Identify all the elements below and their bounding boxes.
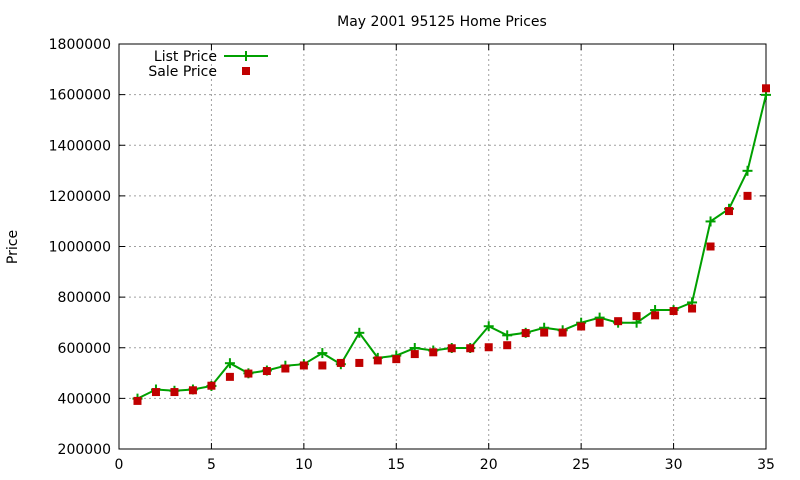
list-price-point xyxy=(742,165,753,176)
x-tick-label: 15 xyxy=(387,457,405,473)
sale-price-point xyxy=(651,311,660,320)
sale-price-point xyxy=(151,388,160,397)
y-tick-label: 400000 xyxy=(58,391,111,407)
series-layer xyxy=(132,84,771,405)
list-price-point xyxy=(502,330,513,341)
sale-price-point xyxy=(466,344,475,353)
x-tick-label: 5 xyxy=(207,457,216,473)
y-tick-label: 1400000 xyxy=(49,138,111,154)
legend-swatch-list-price-marker xyxy=(241,51,251,61)
sale-price-point xyxy=(410,350,419,359)
sale-price-point xyxy=(299,361,308,370)
sale-price-point xyxy=(373,356,382,365)
sale-price-point xyxy=(355,358,364,367)
sale-price-point xyxy=(225,372,234,381)
sale-price-point xyxy=(706,242,715,251)
chart-title: May 2001 95125 Home Prices xyxy=(337,14,547,30)
y-tick-label: 1600000 xyxy=(49,88,111,104)
sale-price-point xyxy=(540,328,549,337)
y-tick-label: 1200000 xyxy=(49,189,111,205)
sale-price-point xyxy=(447,344,456,353)
sale-price-point xyxy=(207,381,216,390)
list-price-point xyxy=(354,327,365,338)
y-tick-label: 600000 xyxy=(58,341,111,357)
y-tick-label: 800000 xyxy=(58,290,111,306)
legend-label-sale-price: Sale Price xyxy=(148,64,217,80)
sale-price-point xyxy=(503,341,512,350)
axis-ticks: 0 5 10 15 20 25 30 35 200000 400000 600000 800000 10… xyxy=(49,37,775,473)
x-tick-label: 25 xyxy=(572,457,590,473)
sale-price-point xyxy=(262,367,271,376)
sale-price-point xyxy=(762,84,770,93)
sale-price-point xyxy=(133,396,142,405)
sale-price-point xyxy=(614,317,623,326)
y-tick-label: 1800000 xyxy=(49,37,111,53)
sale-price-point xyxy=(595,318,604,327)
x-tick-label: 35 xyxy=(757,457,775,473)
x-tick-label: 20 xyxy=(480,457,498,473)
list-price-point xyxy=(224,358,235,369)
sale-price-point xyxy=(188,386,197,395)
sale-price-point xyxy=(392,355,401,364)
list-price-point xyxy=(483,321,494,332)
y-tick-label: 200000 xyxy=(58,442,111,458)
sale-price-point xyxy=(632,312,641,321)
list-price-line xyxy=(137,94,767,400)
grid-lines xyxy=(119,44,766,449)
sale-price-point xyxy=(669,307,678,316)
sale-price-point xyxy=(429,348,438,357)
x-tick-label: 30 xyxy=(665,457,683,473)
sale-price-point xyxy=(318,361,327,370)
sale-price-point xyxy=(336,358,345,367)
sale-price-point xyxy=(244,369,253,378)
sale-price-point xyxy=(521,329,530,338)
sale-price-point xyxy=(170,388,179,397)
list-price-point xyxy=(705,216,716,227)
x-tick-label: 0 xyxy=(115,457,124,473)
sale-price-point xyxy=(725,207,734,216)
sale-price-point xyxy=(577,322,586,331)
sale-price-point xyxy=(743,191,752,200)
sale-price-point xyxy=(281,364,290,373)
sale-price-point xyxy=(484,343,493,352)
y-axis-label: Price xyxy=(5,230,21,264)
legend-swatches xyxy=(224,51,268,75)
sale-price-point xyxy=(688,304,697,313)
list-price-point xyxy=(317,348,328,359)
y-tick-label: 1000000 xyxy=(49,240,111,256)
legend-swatch-sale-price xyxy=(242,67,250,75)
legend-label-list-price: List Price xyxy=(154,49,217,65)
x-tick-label: 10 xyxy=(295,457,313,473)
plot-frame xyxy=(118,43,767,450)
sale-price-point xyxy=(558,328,567,337)
legend: List Price Sale Price xyxy=(148,49,268,80)
